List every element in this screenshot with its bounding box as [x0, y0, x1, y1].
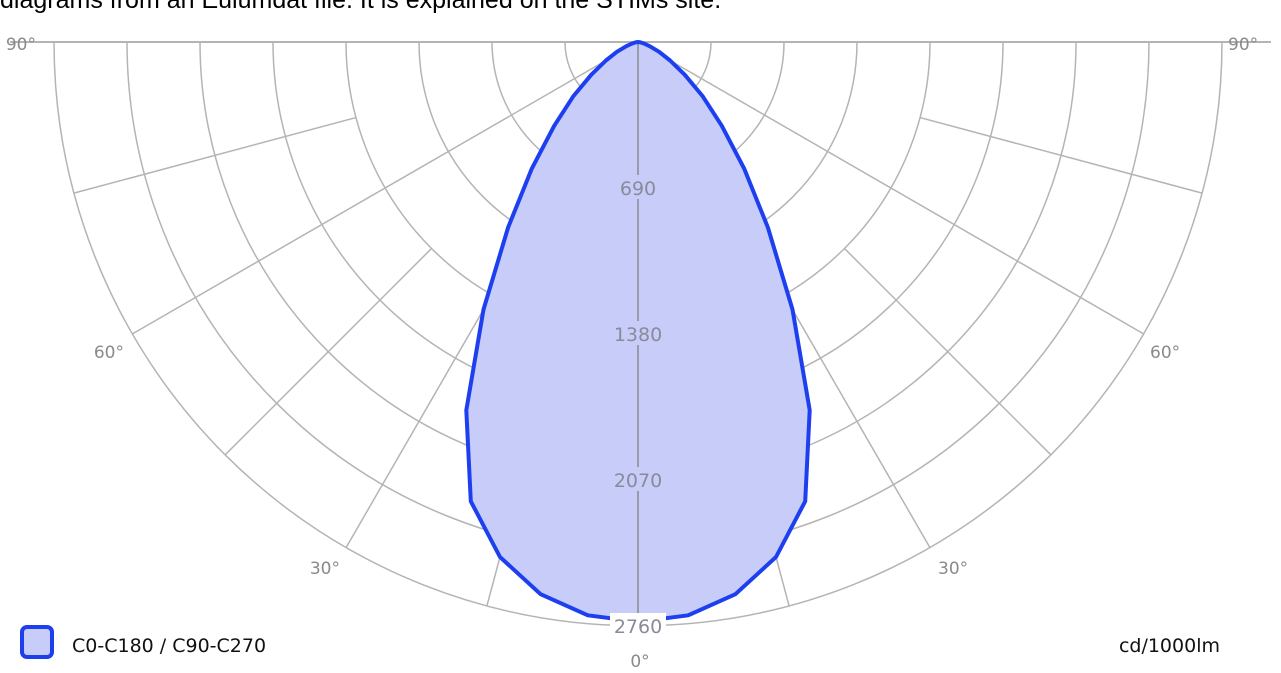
chart-labels: 690 1380 2070 2760 90° 60° 30° 0° 30° 60° 90°: [6, 35, 1258, 672]
angle-label: 60°: [1150, 343, 1180, 363]
ring-label: 2760: [614, 616, 662, 638]
grid-spoke: [224, 247, 433, 456]
angle-label: 0°: [630, 652, 649, 672]
grid-spoke: [73, 116, 357, 194]
header-text: diagrams from an Eulumdat file. It is ex…: [0, 0, 722, 14]
ring-label: 690: [620, 178, 656, 200]
unit-label: cd/1000lm: [1119, 635, 1220, 657]
ring-label-bg: [610, 613, 666, 637]
angle-label: 30°: [310, 559, 340, 579]
legend-swatch: [20, 625, 54, 659]
grid-spoke: [637, 41, 1145, 335]
ring-label: 2070: [614, 470, 662, 492]
angle-label: 60°: [94, 343, 124, 363]
legend-label: C0-C180 / C90-C270: [72, 635, 266, 657]
angle-label: 90°: [1228, 35, 1258, 55]
grid-spoke: [843, 247, 1052, 456]
grid-spoke: [919, 116, 1203, 194]
ring-label-bg: [610, 467, 666, 491]
grid-spoke: [131, 41, 639, 335]
angle-label: 30°: [938, 559, 968, 579]
ring-label-bg: [610, 321, 666, 345]
angle-label: 90°: [6, 35, 36, 55]
ring-label-bg: [616, 175, 660, 199]
ring-label: 1380: [614, 324, 662, 346]
legend: C0-C180 / C90-C270: [20, 625, 266, 659]
